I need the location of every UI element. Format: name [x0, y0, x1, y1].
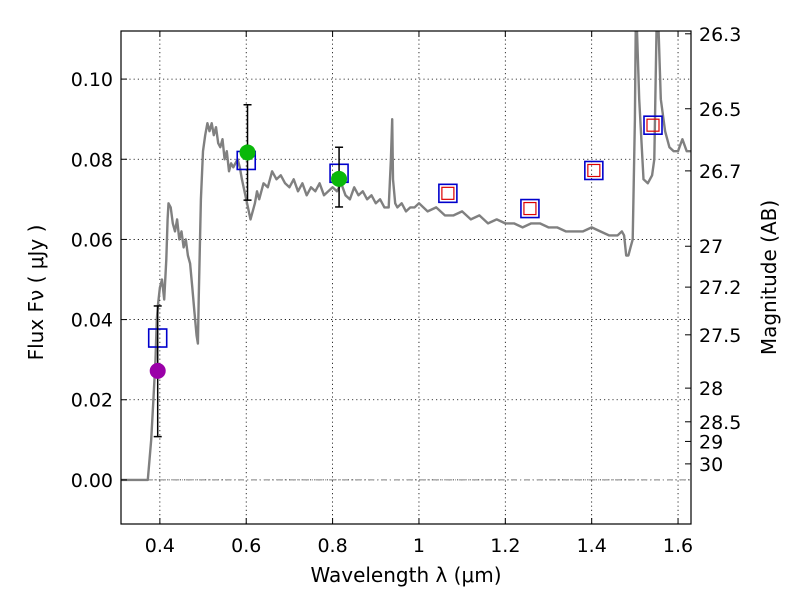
y-tick-label: 0.10 — [71, 69, 113, 91]
y2-tick-label: 28.5 — [699, 412, 741, 434]
x-tick-label: 1.2 — [490, 535, 520, 557]
y2-axis-label: Magnitude (AB) — [757, 200, 781, 355]
x-tick-label: 1.4 — [577, 535, 607, 557]
y2-tick-label: 26.5 — [699, 99, 741, 121]
y-tick-label: 0.06 — [71, 229, 113, 251]
model-flux-square — [438, 183, 458, 204]
measured-flux-point — [149, 362, 166, 379]
y-tick-label: 0.04 — [71, 310, 113, 332]
model-flux-square — [643, 115, 663, 135]
model-flux-square — [584, 160, 604, 181]
upper-limit-square — [523, 201, 537, 216]
y-tick-label: 0.00 — [71, 470, 113, 492]
y-tick-label: 0.02 — [71, 390, 113, 412]
x-tick-label: 1.6 — [663, 535, 693, 557]
marker-layer — [147, 103, 663, 438]
x-tick-label: 1 — [413, 535, 425, 557]
series-layer — [121, 31, 691, 482]
x-axis-label: Wavelength λ (μm) — [310, 563, 501, 587]
y2-tick-label: 26.7 — [699, 161, 741, 183]
x-tick-label: 0.4 — [145, 535, 175, 557]
measured-flux-point — [331, 170, 348, 187]
y2-tick-label: 27.5 — [699, 325, 741, 347]
model-flux-square — [520, 198, 540, 219]
y2-tick-label: 28 — [699, 378, 723, 400]
plot-frame — [120, 30, 692, 525]
y-tick-label: 0.08 — [71, 149, 113, 171]
y2-tick-label: 29 — [699, 431, 723, 453]
upper-limit-square — [441, 186, 455, 200]
spectrum-line — [121, 31, 691, 482]
measured-flux-point — [239, 144, 256, 161]
y2-tick-label: 26.3 — [699, 24, 741, 46]
y2-tick-label: 27.2 — [699, 277, 741, 299]
x-tick-label: 0.8 — [317, 535, 347, 557]
y2-tick-label: 30 — [699, 454, 723, 476]
y-axis-label: Flux Fν ( μJy ) — [24, 225, 48, 361]
grid-layer — [121, 31, 691, 524]
tick-layer: 0.4 0.6 0.8 1 1.2 1.4 1.6 0.00 0.02 0.04 0.06 0.08 0… — [71, 24, 742, 557]
y2-tick-label: 27 — [699, 236, 723, 258]
upper-limit-square — [646, 118, 660, 132]
upper-limit-square — [587, 163, 601, 178]
x-tick-label: 0.6 — [231, 535, 261, 557]
